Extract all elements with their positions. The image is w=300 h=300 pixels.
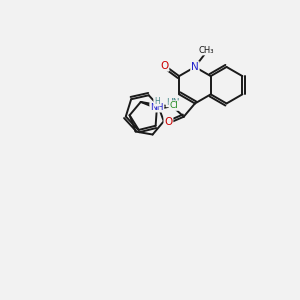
Text: H: H (154, 97, 160, 106)
Text: N: N (191, 62, 199, 72)
Text: NH: NH (150, 103, 164, 112)
Text: HN: HN (167, 98, 180, 106)
Text: Cl: Cl (169, 101, 178, 110)
Text: O: O (160, 61, 169, 71)
Text: CH₃: CH₃ (198, 46, 214, 55)
Text: O: O (164, 117, 172, 127)
